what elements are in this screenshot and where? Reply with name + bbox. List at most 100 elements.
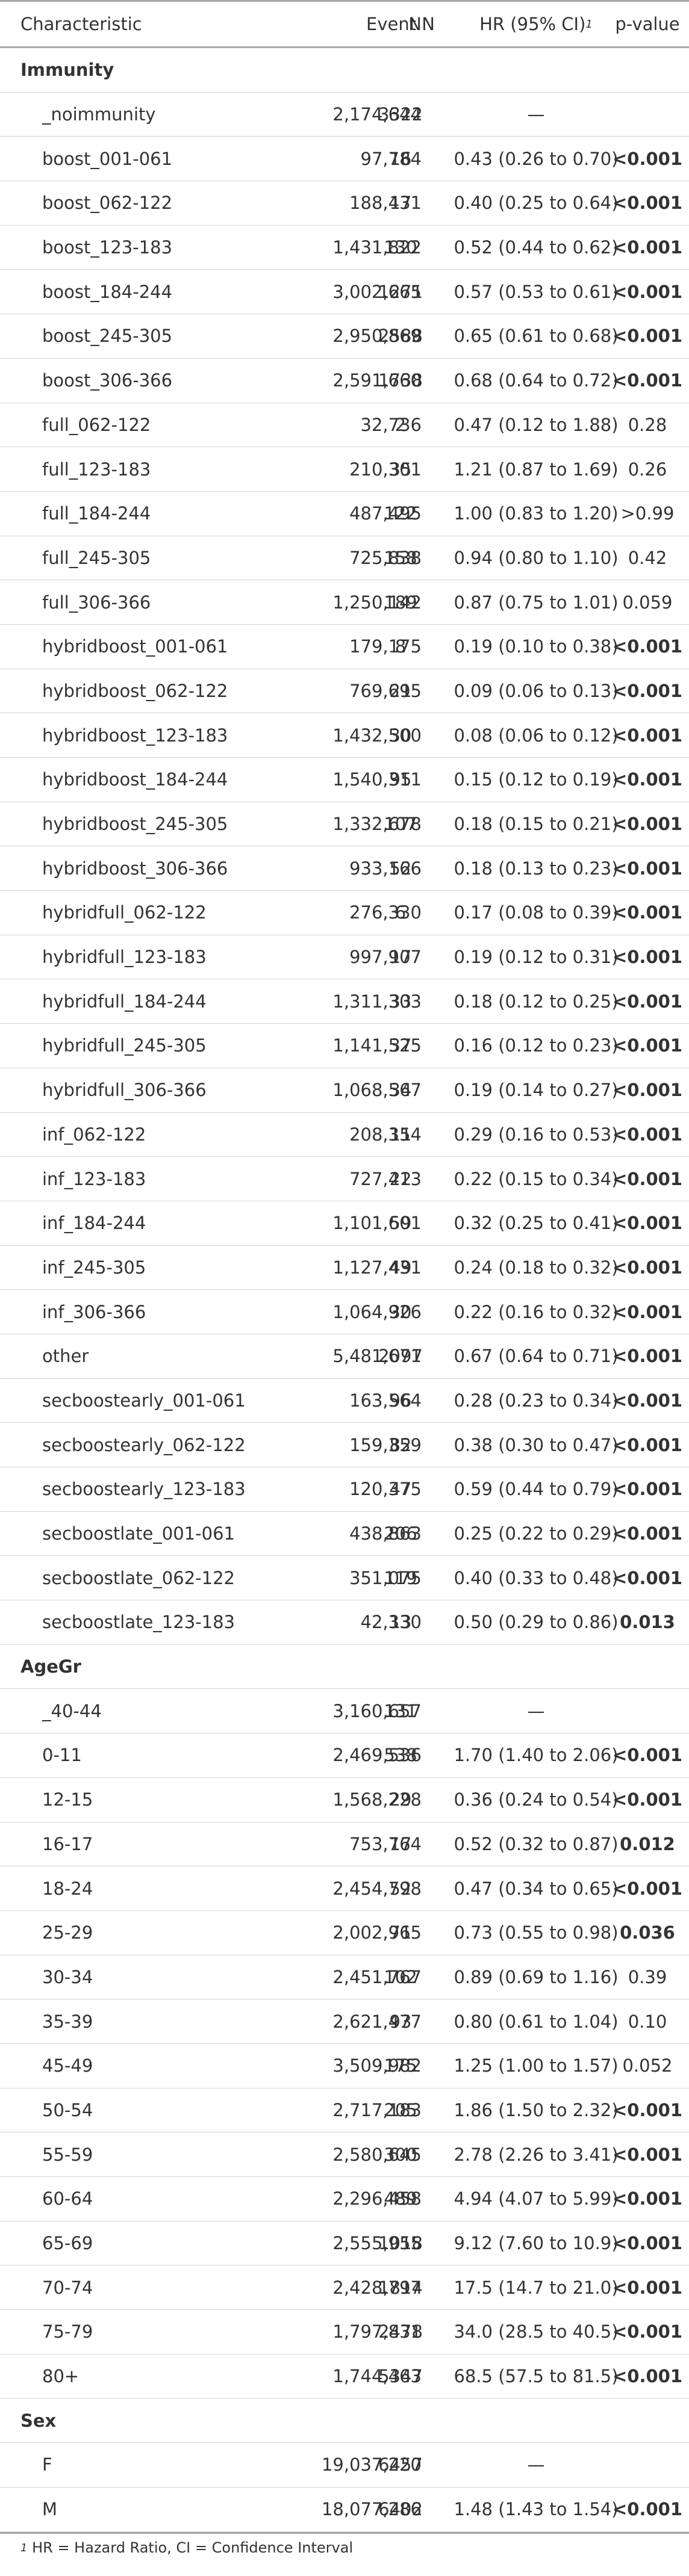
table-row: secboostearly_001-061 163,564 96 0.28 (0.23… bbox=[0, 1379, 689, 1423]
header-hr-label: HR (95% CI) bbox=[479, 14, 586, 34]
n-cell: 2,717,183 bbox=[332, 2099, 422, 2120]
event-n-cell: 95 bbox=[389, 769, 412, 790]
characteristic-cell: hybridboost_184-244 bbox=[42, 769, 228, 790]
hr-cell: 1.25 (1.00 to 1.57) bbox=[454, 2055, 619, 2076]
table-row: 30-34 2,451,767 102 0.89 (0.69 to 1.16) 0.39 bbox=[0, 1955, 689, 2000]
pvalue-cell: <0.001 bbox=[612, 193, 683, 214]
table-row: boost_306-366 2,591,660 1738 0.68 (0.64 to … bbox=[0, 359, 689, 403]
table-row: secboostearly_123-183 120,375 47 0.59 (0.44… bbox=[0, 1467, 689, 1512]
pvalue-cell: <0.001 bbox=[612, 1035, 683, 1056]
characteristic-cell: secboostlate_123-183 bbox=[42, 1612, 235, 1633]
characteristic-cell: hybridboost_001-061 bbox=[42, 636, 228, 657]
group-label: AgeGr bbox=[20, 1656, 81, 1677]
table-row: 60-64 2,296,458 489 4.94 (4.07 to 5.99) <0.0… bbox=[0, 2177, 689, 2221]
pvalue-cell: <0.001 bbox=[612, 1567, 683, 1588]
table-row: other 5,481,671 2097 0.67 (0.64 to 0.71) <0.… bbox=[0, 1334, 689, 1379]
event-n-cell: 119 bbox=[384, 1567, 417, 1588]
pvalue-cell: <0.001 bbox=[612, 326, 683, 347]
pvalue-cell: <0.001 bbox=[612, 1213, 683, 1234]
characteristic-cell: 60-64 bbox=[42, 2188, 93, 2209]
hr-cell: 1.86 (1.50 to 2.32) bbox=[454, 2099, 619, 2120]
group-label: Sex bbox=[20, 2410, 57, 2431]
pvalue-cell: <0.001 bbox=[612, 1523, 683, 1544]
n-cell: 2,591,660 bbox=[332, 370, 422, 391]
table-row: hybridfull_245-305 1,141,525 37 0.16 (0.12 … bbox=[0, 1024, 689, 1068]
pvalue-cell: <0.001 bbox=[612, 947, 683, 968]
event-n-cell: 22 bbox=[389, 1168, 412, 1189]
n-cell: 1,068,567 bbox=[332, 1080, 422, 1101]
hr-cell: — bbox=[527, 1700, 545, 1721]
n-cell: 97,784 bbox=[360, 148, 422, 169]
event-n-cell: 82 bbox=[389, 1434, 412, 1455]
table-row: boost_001-061 97,784 16 0.43 (0.26 to 0.70)… bbox=[0, 137, 689, 182]
table-row: inf_184-244 1,101,601 59 0.32 (0.25 to 0.41… bbox=[0, 1201, 689, 1246]
pvalue-cell: <0.001 bbox=[612, 725, 683, 746]
event-n-cell: 8 bbox=[394, 636, 407, 657]
footnote-marker: 1 bbox=[20, 2541, 28, 2554]
hr-cell: 0.29 (0.16 to 0.53) bbox=[454, 1124, 619, 1145]
hr-cell: 0.18 (0.12 to 0.25) bbox=[454, 991, 619, 1012]
pvalue-cell bbox=[608, 2443, 687, 2487]
header-n: N bbox=[408, 14, 422, 34]
characteristic-cell: boost_245-305 bbox=[42, 326, 173, 347]
n-cell: 2,580,645 bbox=[332, 2144, 422, 2165]
n-cell: 276,330 bbox=[349, 902, 422, 923]
n-cell: 179,175 bbox=[349, 636, 422, 657]
n-cell: 2,555,955 bbox=[332, 2233, 422, 2254]
table-row: 80+ 1,744,463 5347 68.5 (57.5 to 81.5) <0.00… bbox=[0, 2355, 689, 2399]
event-n-cell: 21 bbox=[389, 680, 412, 701]
characteristic-cell: 55-59 bbox=[42, 2144, 93, 2165]
table-row: 70-74 2,428,797 1814 17.5 (14.7 to 21.0) <0.… bbox=[0, 2265, 689, 2311]
n-cell: 1,744,463 bbox=[332, 2366, 422, 2387]
hr-cell: 0.67 (0.64 to 0.71) bbox=[454, 1346, 619, 1367]
table-row: hybridfull_306-366 1,068,567 34 0.19 (0.14 … bbox=[0, 1068, 689, 1113]
event-n-cell: 93 bbox=[389, 2011, 412, 2032]
table-row: hybridboost_306-366 933,166 52 0.18 (0.13 t… bbox=[0, 846, 689, 891]
characteristic-cell: hybridfull_062-122 bbox=[42, 902, 207, 923]
characteristic-cell: boost_062-122 bbox=[42, 193, 173, 214]
characteristic-cell: 75-79 bbox=[42, 2321, 93, 2342]
n-cell: 1,101,601 bbox=[332, 1213, 422, 1234]
hr-cell: 1.48 (1.43 to 1.54) bbox=[454, 2499, 619, 2520]
pvalue-cell: <0.001 bbox=[612, 636, 683, 657]
table-row: 0-11 2,469,536 538 1.70 (1.40 to 2.06) <0.00… bbox=[0, 1733, 689, 1778]
table-row: full_245-305 725,838 158 0.94 (0.80 to 1.10… bbox=[0, 536, 689, 581]
hr-cell: 0.18 (0.15 to 0.21) bbox=[454, 814, 619, 835]
event-n-cell: 47 bbox=[389, 1479, 412, 1500]
pvalue-cell: <0.001 bbox=[612, 1390, 683, 1411]
header-hr: HR (95% CI) 1 bbox=[443, 2, 629, 46]
n-cell: 3,509,982 bbox=[332, 2055, 422, 2076]
group-row: AgeGr bbox=[0, 1645, 689, 1689]
hr-cell: — bbox=[527, 2454, 545, 2475]
pvalue-cell: <0.001 bbox=[612, 1789, 683, 1810]
hr-cell: 1.21 (0.87 to 1.69) bbox=[454, 459, 619, 480]
event-n-cell: 131 bbox=[384, 1700, 417, 1721]
characteristic-cell: full_062-122 bbox=[42, 414, 151, 435]
table-row: hybridboost_123-183 1,432,500 30 0.08 (0.06… bbox=[0, 713, 689, 758]
event-n-cell: 17 bbox=[389, 947, 412, 968]
pvalue-cell: <0.001 bbox=[612, 2144, 683, 2165]
characteristic-cell: inf_062-122 bbox=[42, 1124, 146, 1145]
table-row: secboostearly_062-122 159,359 82 0.38 (0.30… bbox=[0, 1423, 689, 1467]
n-cell: 997,907 bbox=[349, 947, 422, 968]
n-cell: 2,296,458 bbox=[332, 2188, 422, 2209]
hr-cell: 0.50 (0.29 to 0.86) bbox=[454, 1612, 619, 1633]
hr-cell: 0.73 (0.55 to 0.98) bbox=[454, 1922, 619, 1943]
pvalue-cell: 0.036 bbox=[620, 1922, 675, 1943]
characteristic-cell: 16-17 bbox=[42, 1833, 93, 1854]
table-row: boost_062-122 188,431 17 0.40 (0.25 to 0.64… bbox=[0, 181, 689, 226]
characteristic-cell: hybridfull_245-305 bbox=[42, 1035, 207, 1056]
hr-cell: 0.19 (0.14 to 0.27) bbox=[454, 1080, 619, 1101]
pvalue-cell: 0.059 bbox=[622, 592, 673, 613]
pvalue-cell: <0.001 bbox=[612, 2099, 683, 2120]
hr-cell: 0.36 (0.24 to 0.54) bbox=[454, 1789, 619, 1810]
hr-cell: 0.52 (0.44 to 0.62) bbox=[454, 237, 619, 258]
event-n-cell: 33 bbox=[389, 991, 412, 1012]
hr-cell: 9.12 (7.60 to 10.9) bbox=[454, 2233, 619, 2254]
characteristic-cell: M bbox=[42, 2499, 58, 2520]
event-n-cell: 2478 bbox=[378, 2321, 423, 2342]
event-n-cell: 5347 bbox=[378, 2366, 423, 2387]
pvalue-cell: <0.001 bbox=[612, 991, 683, 1012]
characteristic-cell: secboostearly_123-183 bbox=[42, 1479, 246, 1500]
pvalue-cell: <0.001 bbox=[612, 902, 683, 923]
